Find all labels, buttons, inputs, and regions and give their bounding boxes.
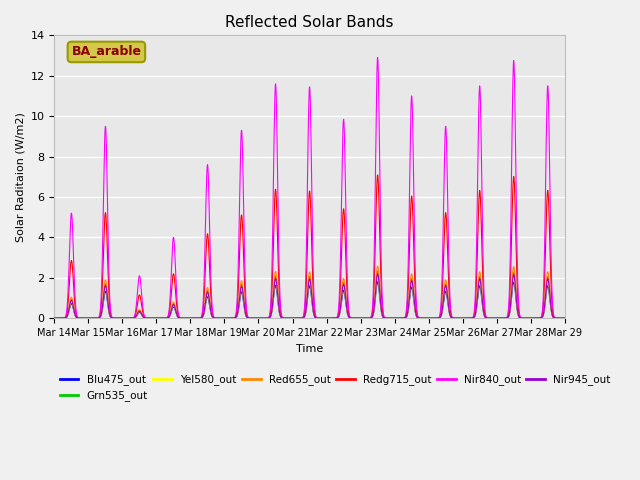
Legend: Blu475_out, Grn535_out, Yel580_out, Red655_out, Redg715_out, Nir840_out, Nir945_: Blu475_out, Grn535_out, Yel580_out, Red6… bbox=[60, 374, 611, 401]
Y-axis label: Solar Raditaion (W/m2): Solar Raditaion (W/m2) bbox=[15, 112, 25, 242]
Text: BA_arable: BA_arable bbox=[72, 46, 141, 59]
Title: Reflected Solar Bands: Reflected Solar Bands bbox=[225, 15, 394, 30]
X-axis label: Time: Time bbox=[296, 344, 323, 354]
